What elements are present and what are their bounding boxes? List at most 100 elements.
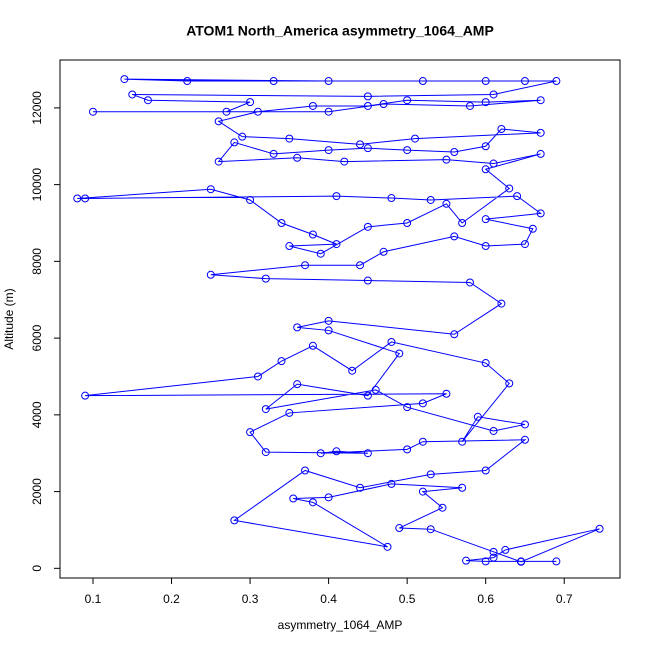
point [301,466,310,475]
point [426,525,435,534]
point [183,77,192,86]
point [379,100,388,109]
point [277,218,286,227]
point [324,493,333,502]
point [536,149,545,158]
point [505,184,514,193]
point [450,148,459,157]
point [481,466,490,475]
point [301,261,310,270]
point [285,134,294,143]
point [88,107,97,116]
point [458,483,467,492]
point [426,470,435,479]
x-axis-label: asymmetry_1064_AMP [278,618,403,632]
point [308,498,317,507]
point [395,349,404,358]
point [261,448,270,457]
point [481,98,490,107]
point [356,483,365,492]
point [473,412,482,421]
y-tick-label: 6000 [30,324,44,351]
point [395,524,404,533]
point [324,316,333,325]
point [489,553,498,562]
x-tick-label: 0.2 [163,592,180,606]
point [536,96,545,105]
point [418,399,427,408]
point [81,194,90,203]
point [363,222,372,231]
point [411,134,420,143]
x-tick-label: 0.5 [399,592,416,606]
point [438,503,447,512]
point [363,92,372,101]
point [462,556,471,565]
point [363,276,372,285]
point [293,380,302,389]
point [517,557,526,566]
point [536,209,545,218]
point [73,194,82,203]
point [230,516,239,525]
point [356,140,365,149]
point [348,366,357,375]
point [536,128,545,137]
point [552,557,561,566]
point [481,557,490,566]
point [505,379,514,388]
point [458,437,467,446]
point [363,449,372,458]
point [206,185,215,194]
point [497,124,506,133]
point [246,98,255,107]
y-tick-label: 4000 [30,401,44,428]
y-axis-label: Altitude (m) [2,288,16,349]
point [316,249,325,258]
point [269,149,278,158]
point [253,372,262,381]
point [489,90,498,99]
point [324,146,333,155]
point [363,391,372,400]
point [246,428,255,437]
point [520,420,529,429]
point [230,138,239,147]
point [501,545,510,554]
point [489,547,498,556]
point [332,192,341,201]
point [324,107,333,116]
point [465,278,474,287]
point [293,153,302,162]
point [316,449,325,458]
point [379,247,388,256]
point [520,435,529,444]
point [481,77,490,86]
point [481,242,490,251]
point [363,144,372,153]
chart-title: ATOM1 North_America asymmetry_1064_AMP [186,23,494,39]
point [253,107,262,116]
point [595,524,604,533]
point [143,96,152,105]
point [214,117,223,126]
point [308,230,317,239]
point [81,391,90,400]
point [418,437,427,446]
point [269,77,278,86]
x-tick-label: 0.3 [242,592,259,606]
plot-frame [59,59,621,579]
series-line [77,78,600,563]
point [383,542,392,551]
point [308,341,317,350]
y-tick-label: 8000 [30,248,44,275]
point [403,445,412,454]
x-tick-label: 0.6 [477,592,494,606]
point [403,403,412,412]
y-tick-label: 10000 [30,168,44,202]
y-tick-label: 12000 [30,91,44,125]
point [371,385,380,394]
point [285,242,294,251]
point [481,142,490,151]
